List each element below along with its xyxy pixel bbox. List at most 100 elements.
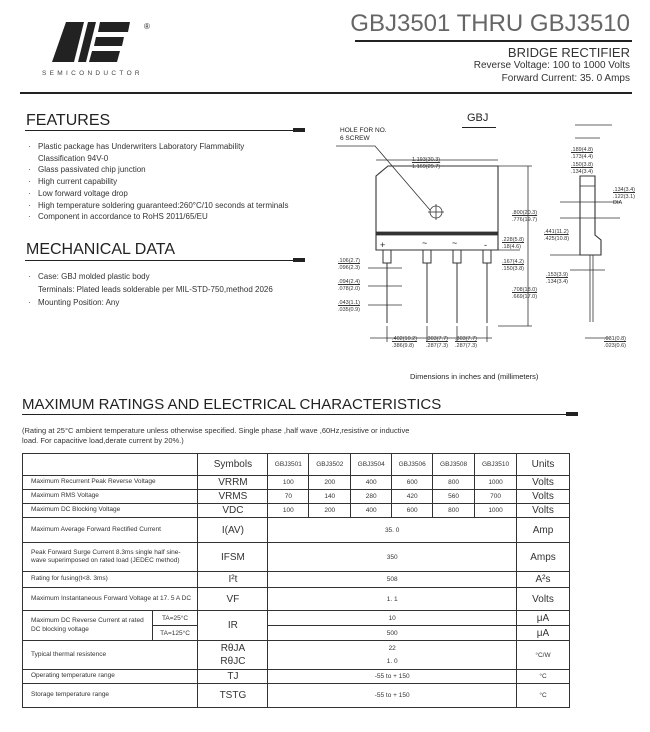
ratings-rule [22, 414, 577, 415]
dimension-value: .106(2.7) [338, 258, 361, 264]
row-value: 100 [267, 475, 310, 490]
mechanical-bar [293, 258, 305, 262]
row-value: 70 [267, 489, 310, 504]
mechanical-item: Terminals: Plated leads solderable per M… [38, 285, 273, 294]
table-row: Operating temperature range TJ -55 to + 15… [21, 669, 570, 684]
dimension-pitch1: .402(10.2) .386(9.8) [392, 336, 417, 349]
row-symbol: VRMS [197, 489, 269, 504]
dimension-value: .303(7.7) [455, 336, 478, 342]
dimension-value: .153(3.9) [546, 272, 569, 278]
table-header-row: Symbols GBJ3501 GBJ3502 GBJ3504 GBJ3506 … [21, 453, 570, 476]
row-desc: Maximum Instantaneous Forward Voltage at… [21, 587, 199, 611]
dimension-height: .800(20.3) .776(19.7) [512, 210, 537, 223]
dimension-d167: .167(4.2) .150(3.8) [502, 259, 524, 272]
dimensions-caption: Dimensions in inches and (millimeters) [410, 372, 539, 381]
row-unit: °C/W [516, 640, 570, 670]
dimension-lead: .708(18.0) .669(17.0) [512, 287, 537, 300]
dimension-value: .094(2.4) [338, 279, 361, 285]
page-title: GBJ3501 THRU GBJ3510 [350, 10, 630, 37]
row-desc: Maximum DC Blocking Voltage [21, 503, 199, 518]
dimension-value: .303(7.7) [426, 336, 449, 342]
row-value: 508 [267, 571, 518, 588]
dimension-dia: .134(3.4) .122(3.1) DIA [613, 187, 635, 207]
dimension-value: .134(3.4) [571, 168, 594, 175]
feature-item: High current capability [26, 176, 288, 188]
dimension-value: .031(0.8) [604, 336, 627, 342]
row-symbol: VDC [197, 503, 269, 518]
row-condition: TA=125°C [151, 625, 199, 641]
row-symbol: IR [197, 610, 269, 641]
row-unit: °C [516, 669, 570, 684]
row-desc: Maximum RMS Voltage [21, 489, 199, 504]
row-unit: Amp [516, 517, 570, 543]
row-value: 800 [432, 503, 476, 518]
row-symbol: TJ [197, 669, 269, 684]
dimension-pitch3: .303(7.7) .287(7.3) [455, 336, 477, 349]
dimension-t150: .150(3.8) .134(3.4) [571, 162, 593, 175]
row-value: 600 [391, 475, 434, 490]
row-value: 200 [308, 475, 352, 490]
row-symbol: I²t [197, 571, 269, 588]
row-value: 800 [432, 475, 476, 490]
row-value: 1000 [474, 475, 518, 490]
header-part: GBJ3506 [391, 453, 434, 476]
row-desc: Peak Forward Surge Current 8.3ms single … [21, 542, 199, 572]
header-units: Units [516, 453, 570, 476]
row-value: 280 [350, 489, 393, 504]
feature-item: Component in accordance to RoHS 2011/65/… [26, 211, 288, 223]
dimension-d441: .441(11.2) .425(10.8) [544, 229, 569, 242]
hole-label: HOLE FOR NO. 6 SCREW [340, 127, 387, 143]
feature-item: Glass passivated chip junction [26, 164, 288, 176]
header-symbols: Symbols [197, 453, 269, 476]
row-unit: A²s [516, 571, 570, 588]
dimension-value: 1.193(30.3) [412, 157, 441, 163]
table-row: Typical thermal resistence RθJA RθJC 22 1. 0… [21, 640, 570, 670]
subtitle: BRIDGE RECTIFIER [507, 45, 630, 60]
row-unit: μA [516, 610, 570, 626]
row-symbol: RθJA RθJC [197, 640, 269, 670]
pin-ac1: ~ [422, 238, 428, 248]
dimension-t189: .189(4.8) .173(4.4) [571, 147, 593, 160]
row-value: 600 [391, 503, 434, 518]
dimension-value: .078(2.0) [338, 285, 361, 292]
header-part: GBJ3510 [474, 453, 518, 476]
dimension-value: DIA [613, 200, 623, 206]
dimension-width: 1.193(30.3) 1.169(29.7) [412, 157, 440, 170]
table-row: Storage temperature range TSTG -55 to + 15… [21, 683, 570, 708]
dimension-value: .173(4.4) [571, 153, 594, 160]
row-desc: Maximum Recurrent Peak Reverse Voltage [21, 475, 199, 490]
features-bar [293, 128, 305, 132]
symbol-line: RθJA [220, 643, 246, 654]
pin-plus: + [380, 240, 386, 250]
note-line: load. For capacitive load,derate current… [22, 436, 184, 445]
row-value: 350 [267, 542, 518, 572]
row-value: 700 [474, 489, 518, 504]
dimension-d228: .228(5.8) .18(4.6) [502, 237, 524, 250]
dimension-value: .402(10.2) [392, 336, 418, 342]
row-symbol: I(AV) [197, 517, 269, 543]
feature-item: Low forward voltage drop [26, 188, 288, 200]
dimension-pitch2: .303(7.7) .287(7.3) [426, 336, 448, 349]
dimension-value: .189(4.8) [571, 147, 594, 153]
package-drawing [336, 124, 620, 342]
dimension-value: .122(3.1) [613, 193, 636, 200]
registered-mark: ® [144, 22, 150, 31]
ratings-note: (Rating at 25°C ambient temperature unle… [22, 426, 409, 446]
row-unit: Volts [516, 503, 570, 518]
row-value: 400 [350, 475, 393, 490]
row-value: 420 [391, 489, 434, 504]
dimension-value: .035(0.9) [338, 306, 361, 313]
row-value: 200 [308, 503, 352, 518]
feature-item: Plastic package has Underwriters Laborat… [26, 141, 288, 153]
logo-text: SEMICONDUCTOR [42, 70, 143, 77]
dimension-value: .776(19.7) [512, 216, 538, 223]
row-value: 1000 [474, 503, 518, 518]
header-part: GBJ3508 [432, 453, 476, 476]
row-unit: μA [516, 625, 570, 641]
dimension-value: .386(9.8) [392, 342, 415, 349]
header-blank [21, 453, 199, 476]
header-part: GBJ3502 [308, 453, 352, 476]
dimension-value: .287(7.3) [426, 342, 449, 349]
dimension-d031: .031(0.8) .023(0.6) [604, 336, 626, 349]
row-unit: Volts [516, 475, 570, 490]
